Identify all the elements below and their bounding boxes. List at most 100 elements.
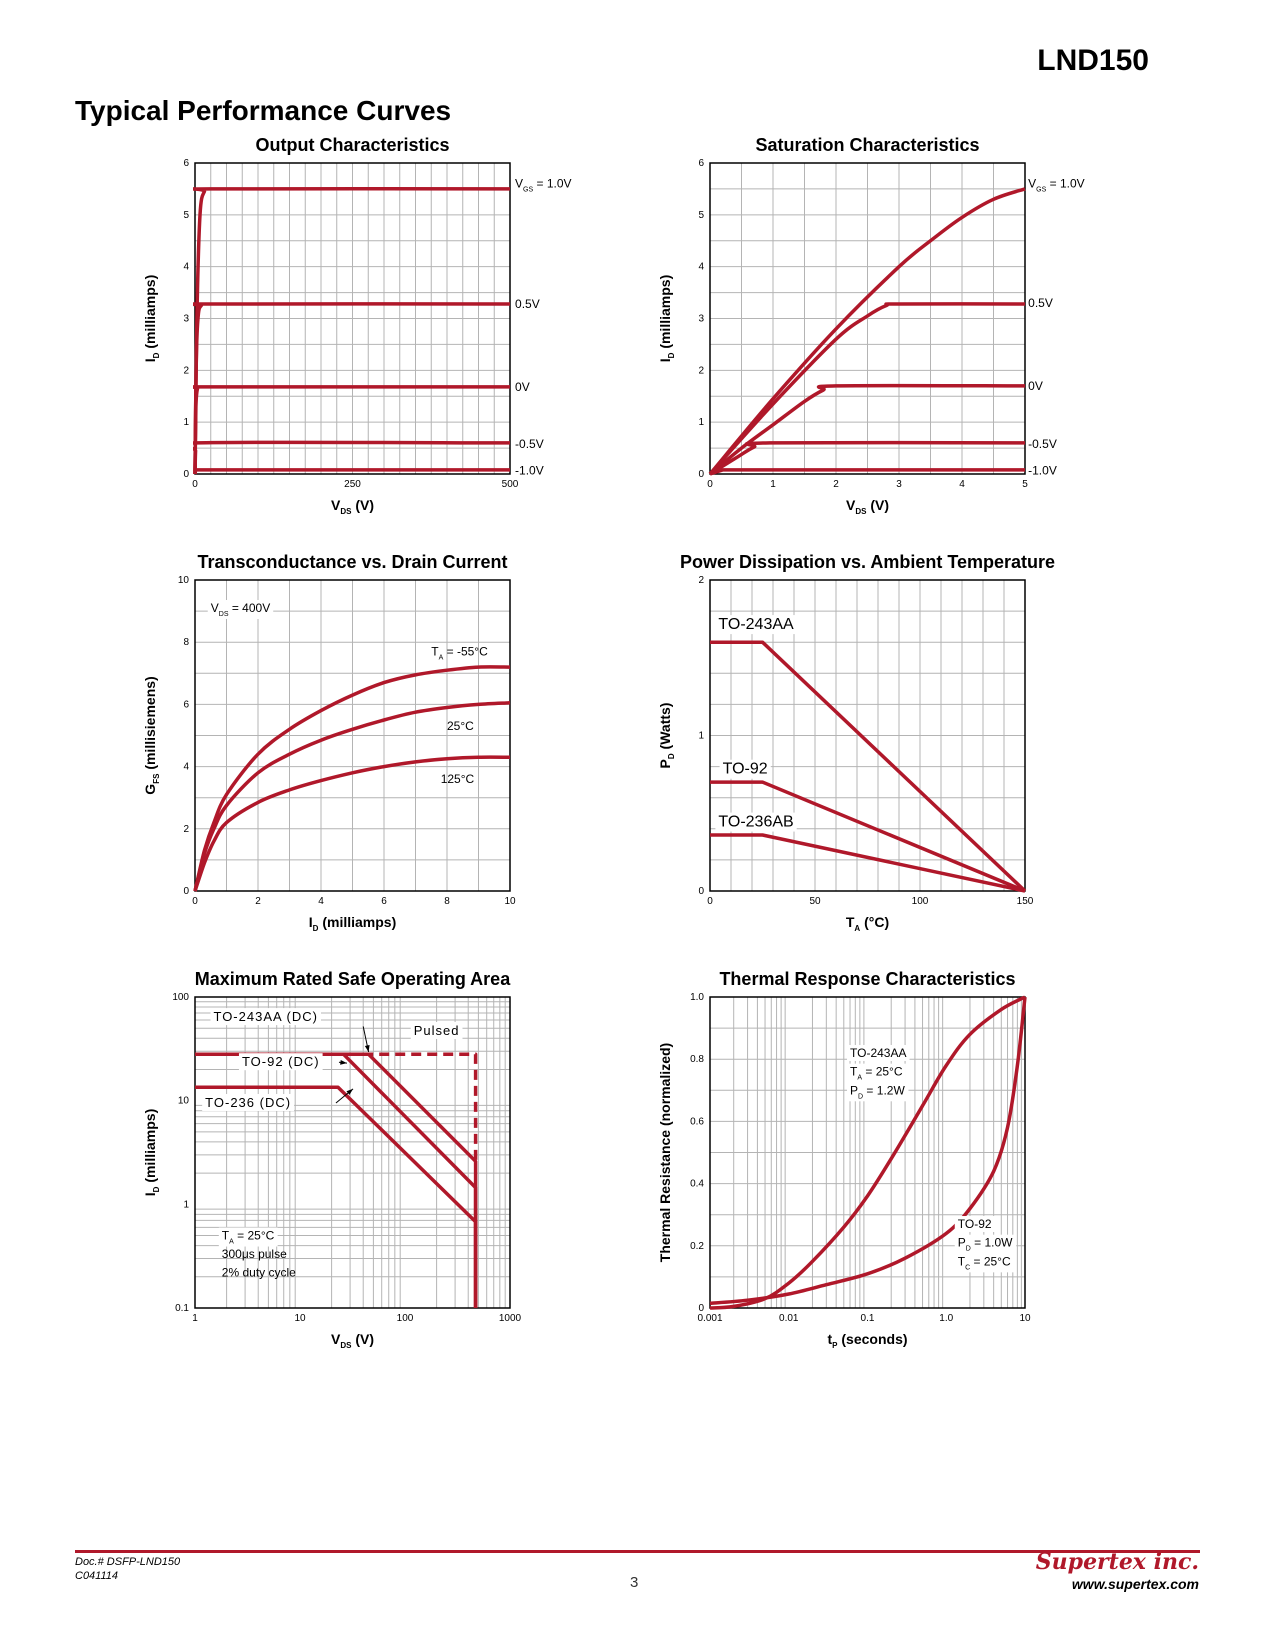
y-tick-label: 0.2: [690, 1241, 704, 1252]
y-tick-label: 3: [183, 314, 189, 325]
chart-title: Output Characteristics: [255, 135, 449, 155]
x-tick-label: 10: [1019, 1313, 1031, 1324]
series-line: [193, 186, 511, 475]
series-line: [710, 640, 1027, 893]
x-tick-label: 2: [833, 479, 839, 490]
y-tick-label: 2: [183, 824, 189, 835]
annotation-label: VDS = 400V: [211, 601, 270, 618]
label-backdrop: [719, 759, 771, 779]
annotation-label: Pulsed: [414, 1023, 460, 1038]
label-backdrop: [847, 1082, 909, 1102]
x-tick-label: 0: [707, 479, 713, 490]
label-backdrop: [715, 615, 798, 635]
y-tick-label: 0: [698, 469, 704, 480]
x-tick-label: 1000: [499, 1313, 522, 1324]
x-axis-label: VDS (V): [846, 497, 889, 516]
y-tick-label: 0.4: [690, 1179, 704, 1190]
annotation-label: TC = 25°C: [958, 1254, 1011, 1271]
x-tick-label: 8: [444, 896, 450, 907]
series-line: [709, 995, 1026, 1310]
y-tick-label: 1.0: [690, 992, 704, 1003]
annotation-label: PD = 1.2W: [850, 1083, 905, 1100]
annotation-label: TO-92 (DC): [242, 1054, 320, 1069]
x-tick-label: 5: [1022, 479, 1028, 490]
x-axis-label: TA (°C): [846, 914, 889, 933]
x-tick-label: 1.0: [939, 1313, 953, 1324]
label-backdrop: [847, 1044, 910, 1061]
annotation-label: TA = 25°C: [850, 1065, 903, 1082]
label-backdrop: [207, 599, 274, 619]
company-url[interactable]: www.supertex.com: [1071, 1576, 1199, 1592]
series-label: -1.0V: [1028, 463, 1057, 477]
plot-frame: [194, 579, 511, 892]
y-axis-label: ID (milliamps): [657, 275, 676, 362]
plot-frame: [709, 996, 1026, 1309]
series-line: [708, 383, 1026, 476]
plot-frame: [709, 579, 1026, 892]
series-label: TA = -55°C: [431, 645, 488, 662]
y-tick-label: 5: [698, 210, 704, 221]
annotation-label: 2% duty cycle: [222, 1266, 296, 1280]
x-tick-label: 0: [192, 479, 198, 490]
y-tick-label: 6: [698, 158, 704, 169]
doc-number: Doc.# DSFP-LND150: [75, 1556, 181, 1568]
annotation-label: TO-92: [958, 1217, 992, 1231]
series-line: [708, 302, 1026, 476]
page-number: 3: [630, 1574, 639, 1591]
y-tick-label: 0.1: [175, 1303, 189, 1314]
y-tick-label: 1: [698, 417, 704, 428]
x-tick-label: 500: [502, 479, 519, 490]
series-label: TO-243AA: [718, 616, 794, 633]
chart-title: Saturation Characteristics: [755, 135, 979, 155]
x-tick-label: 3: [896, 479, 902, 490]
x-tick-label: 0.01: [779, 1313, 799, 1324]
y-axis-label: ID (milliamps): [142, 1109, 161, 1196]
x-axis-label: VDS (V): [331, 497, 374, 516]
plot-frame: [194, 162, 511, 475]
grid: [195, 997, 510, 1308]
annotation-arrow: [362, 1026, 370, 1053]
series-line: [709, 996, 1027, 1306]
y-tick-label: 10: [178, 1096, 190, 1107]
x-axis-label: VDS (V): [331, 1331, 374, 1350]
annotation-label: 300μs pulse: [222, 1247, 287, 1261]
label-backdrop: [238, 1053, 323, 1071]
y-tick-label: 4: [183, 762, 189, 773]
series-line: [363, 1052, 478, 1162]
series-line: [195, 1052, 478, 1308]
x-tick-label: 1: [770, 479, 776, 490]
series-label: VGS = 1.0V: [1028, 177, 1085, 194]
series-line: [193, 440, 511, 475]
y-tick-label: 6: [183, 699, 189, 710]
grid: [710, 997, 1025, 1308]
x-tick-label: 4: [959, 479, 965, 490]
y-tick-label: 4: [698, 262, 704, 273]
series-label: 0.5V: [1028, 296, 1053, 310]
label-backdrop: [954, 1234, 1017, 1254]
x-tick-label: 10: [294, 1313, 306, 1324]
y-tick-label: 1: [698, 731, 704, 742]
x-tick-label: 100: [397, 1313, 414, 1324]
y-tick-label: 1: [183, 1199, 189, 1210]
x-axis-label: tP (seconds): [827, 1331, 907, 1350]
footer-divider: [75, 1550, 1200, 1553]
series-label: 0V: [1028, 379, 1043, 393]
series-label: 25°C: [447, 719, 474, 733]
series-line: [193, 468, 510, 475]
x-tick-label: 10: [504, 896, 516, 907]
y-tick-label: 0: [183, 469, 189, 480]
x-tick-label: 2: [255, 896, 261, 907]
chart-title: Power Dissipation vs. Ambient Temperatur…: [680, 552, 1055, 572]
series-line: [709, 468, 1025, 476]
x-tick-label: 150: [1017, 896, 1034, 907]
y-axis-label: ID (milliamps): [142, 275, 161, 362]
x-tick-label: 0.1: [861, 1313, 875, 1324]
series-label: 0.5V: [515, 297, 540, 311]
series-label: 125°C: [441, 772, 475, 786]
series-line: [193, 701, 511, 892]
annotation-arrow: [335, 1088, 354, 1104]
series-label: -1.0V: [515, 463, 544, 477]
x-tick-label: 0: [707, 896, 713, 907]
grid: [195, 163, 510, 474]
